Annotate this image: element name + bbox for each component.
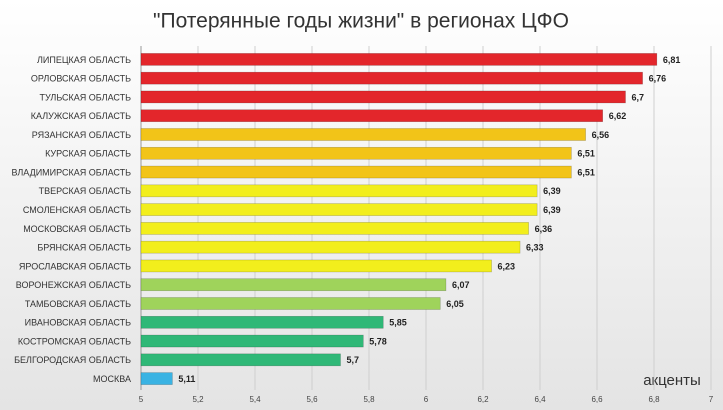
value-label: 5,85 bbox=[389, 318, 407, 328]
x-tick-label: 7 bbox=[709, 395, 714, 404]
bar bbox=[140, 128, 586, 141]
value-label: 6,51 bbox=[577, 149, 595, 159]
bar bbox=[140, 53, 658, 66]
value-label: 5,11 bbox=[178, 374, 195, 384]
value-label: 5,78 bbox=[369, 336, 387, 346]
bar bbox=[140, 240, 521, 254]
x-tick-label: 6 bbox=[424, 395, 429, 404]
y-tick-label: ИВАНОВСКАЯ ОБЛАСТЬ bbox=[25, 318, 131, 328]
value-label: 6,36 bbox=[535, 224, 553, 234]
y-tick-label: БРЯНСКАЯ ОБЛАСТЬ bbox=[37, 243, 131, 253]
bar bbox=[140, 165, 572, 179]
y-tick-label: ТВЕРСКАЯ ОБЛАСТЬ bbox=[39, 186, 131, 196]
bar bbox=[140, 278, 447, 292]
value-label: 6,07 bbox=[452, 280, 470, 290]
bar bbox=[140, 353, 341, 367]
bar bbox=[140, 203, 538, 216]
x-tick-label: 6,4 bbox=[534, 395, 546, 404]
y-tick-label: ЛИПЕЦКАЯ ОБЛАСТЬ bbox=[37, 55, 131, 65]
bar bbox=[140, 259, 492, 273]
bar bbox=[140, 90, 626, 104]
value-label: 6,81 bbox=[663, 55, 681, 65]
value-label: 6,76 bbox=[649, 74, 667, 84]
logo: акценты bbox=[643, 372, 701, 389]
value-label: 6,7 bbox=[632, 92, 645, 102]
y-tick-label: СМОЛЕНСКАЯ ОБЛАСТЬ bbox=[23, 205, 131, 215]
value-label: 6,62 bbox=[609, 111, 627, 121]
x-tick-label: 6,2 bbox=[477, 395, 489, 404]
y-tick-label: БЕЛГОРОДСКАЯ ОБЛАСТЬ bbox=[14, 355, 131, 365]
y-tick-label: РЯЗАНСКАЯ ОБЛАСТЬ bbox=[32, 130, 131, 140]
y-tick-label: КУРСКАЯ ОБЛАСТЬ bbox=[45, 149, 131, 159]
x-tick-label: 5,6 bbox=[306, 395, 318, 404]
y-tick-label: КАЛУЖСКАЯ ОБЛАСТЬ bbox=[31, 111, 131, 121]
bar bbox=[140, 71, 643, 85]
value-label: 6,56 bbox=[592, 130, 610, 140]
value-label: 6,39 bbox=[543, 186, 561, 196]
chart-title: "Потерянные годы жизни" в регионах ЦФО bbox=[153, 10, 569, 33]
bar bbox=[140, 297, 441, 310]
bar bbox=[140, 222, 529, 235]
bar bbox=[140, 184, 538, 198]
x-tick-label: 5,2 bbox=[192, 395, 204, 404]
y-tick-label: ТАМБОВСКАЯ ОБЛАСТЬ bbox=[25, 299, 131, 309]
y-tick-label: МОСКОВСКАЯ ОБЛАСТЬ bbox=[23, 224, 131, 234]
value-label: 6,39 bbox=[543, 205, 561, 215]
bar bbox=[140, 334, 364, 348]
y-tick-label: ТУЛЬСКАЯ ОБЛАСТЬ bbox=[40, 92, 132, 102]
value-label: 6,23 bbox=[498, 261, 516, 271]
y-tick-label: ВЛАДИМИРСКАЯ ОБЛАСТЬ bbox=[11, 167, 131, 177]
x-tick-label: 5,8 bbox=[363, 395, 375, 404]
y-tick-label: ЯРОСЛАВСКАЯ ОБЛАСТЬ bbox=[19, 261, 131, 271]
value-label: 6,51 bbox=[577, 167, 595, 177]
bar bbox=[140, 109, 604, 123]
y-tick-label: МОСКВА bbox=[93, 374, 131, 384]
x-tick-label: 5,4 bbox=[249, 395, 261, 404]
y-tick-label: ОРЛОВСКАЯ ОБЛАСТЬ bbox=[31, 74, 131, 84]
x-tick-label: 6,8 bbox=[648, 395, 660, 404]
value-label: 6,33 bbox=[526, 243, 544, 253]
bar bbox=[140, 315, 384, 329]
x-tick-label: 5 bbox=[139, 395, 144, 404]
bar bbox=[140, 146, 572, 160]
y-tick-label: ВОРОНЕЖСКАЯ ОБЛАСТЬ bbox=[16, 280, 131, 290]
bar bbox=[140, 372, 173, 385]
y-tick-label: КОСТРОМСКАЯ ОБЛАСТЬ bbox=[18, 336, 131, 346]
x-tick-label: 6,6 bbox=[591, 395, 603, 404]
value-label: 5,7 bbox=[347, 355, 360, 365]
value-label: 6,05 bbox=[446, 299, 464, 309]
